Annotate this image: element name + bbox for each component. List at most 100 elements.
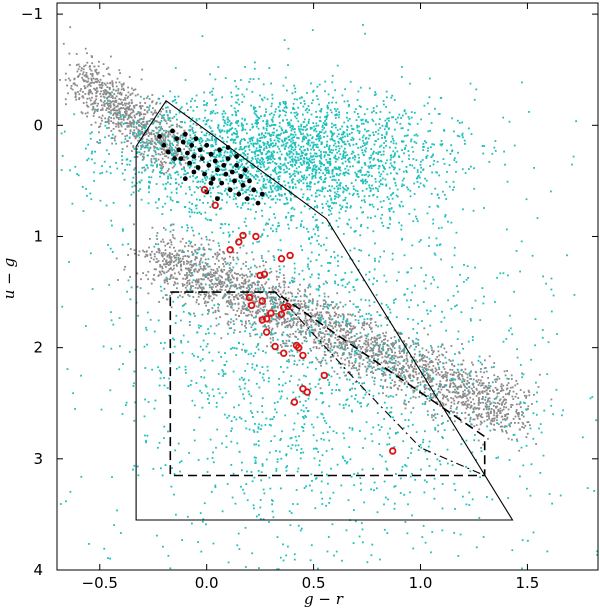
density-point [412, 150, 415, 153]
density-point [464, 392, 466, 395]
density-point [382, 146, 385, 149]
density-point [359, 346, 362, 348]
density-point [248, 309, 250, 311]
density-point [394, 339, 397, 342]
density-point [420, 166, 423, 169]
density-point [499, 407, 502, 410]
density-point [264, 174, 267, 177]
density-point [421, 366, 424, 368]
density-point [190, 285, 192, 287]
density-point [475, 379, 478, 382]
density-point [342, 337, 345, 340]
density-point [153, 245, 156, 248]
density-point [64, 79, 67, 81]
density-point [330, 335, 333, 337]
density-point [79, 89, 82, 92]
density-point [115, 257, 118, 260]
density-point [254, 333, 257, 336]
density-point [283, 139, 286, 142]
density-point [249, 335, 252, 337]
density-point [538, 373, 541, 376]
density-point [336, 151, 339, 154]
density-point [340, 133, 343, 136]
density-point [265, 261, 267, 263]
density-point [210, 145, 213, 148]
density-point [320, 108, 323, 111]
density-point [328, 185, 331, 187]
density-point [68, 52, 71, 55]
density-point [231, 293, 234, 296]
density-point [223, 190, 226, 192]
density-point [240, 207, 243, 209]
density-point [405, 343, 407, 345]
density-point [141, 105, 144, 107]
density-point [183, 292, 186, 295]
density-point [227, 182, 230, 185]
density-point [174, 250, 177, 252]
density-point [64, 98, 67, 101]
density-point [476, 417, 479, 420]
density-point [297, 288, 300, 291]
density-point [266, 345, 268, 348]
density-point [91, 96, 93, 99]
density-point [134, 116, 136, 119]
density-point [470, 401, 472, 404]
density-point [468, 127, 470, 130]
density-point [130, 123, 133, 126]
density-point [499, 410, 501, 412]
density-point [118, 69, 121, 72]
density-point [331, 325, 334, 328]
density-point [117, 123, 120, 126]
density-point [304, 178, 307, 181]
density-point [275, 134, 278, 137]
density-point [199, 265, 202, 268]
density-point [445, 181, 448, 183]
density-point [137, 93, 139, 96]
density-point [110, 109, 112, 112]
density-point [326, 305, 328, 308]
density-point [378, 345, 380, 348]
density-point [234, 142, 237, 144]
density-point [129, 104, 131, 107]
density-point [290, 207, 293, 210]
density-point [322, 180, 325, 183]
density-point [340, 343, 343, 346]
density-point [466, 380, 469, 382]
density-point [196, 299, 198, 301]
density-point [194, 268, 197, 270]
density-point [232, 139, 235, 141]
density-point [300, 326, 303, 329]
density-point [329, 330, 332, 333]
density-point [145, 253, 148, 256]
density-point [140, 179, 143, 182]
density-point [270, 112, 273, 115]
density-point [267, 158, 270, 161]
density-point [321, 359, 324, 362]
density-point [151, 101, 153, 104]
density-point [150, 133, 153, 136]
density-point [429, 129, 431, 132]
density-point [276, 325, 279, 328]
density-point [247, 284, 250, 287]
density-point [270, 319, 273, 322]
density-point [394, 351, 396, 354]
density-point [352, 139, 355, 141]
density-point [340, 138, 343, 140]
density-point [279, 314, 282, 317]
density-point [272, 154, 275, 157]
density-point [122, 98, 125, 101]
density-point [114, 135, 117, 138]
density-point [78, 98, 80, 101]
density-point [155, 112, 158, 114]
density-point [413, 167, 416, 169]
density-point [251, 174, 254, 177]
density-point [105, 149, 108, 152]
density-point [464, 372, 467, 375]
density-point [65, 103, 67, 106]
density-point [315, 337, 318, 340]
density-point [111, 142, 113, 145]
density-point [502, 396, 505, 398]
density-point [245, 252, 248, 255]
density-point [349, 328, 351, 330]
density-point [220, 275, 222, 278]
